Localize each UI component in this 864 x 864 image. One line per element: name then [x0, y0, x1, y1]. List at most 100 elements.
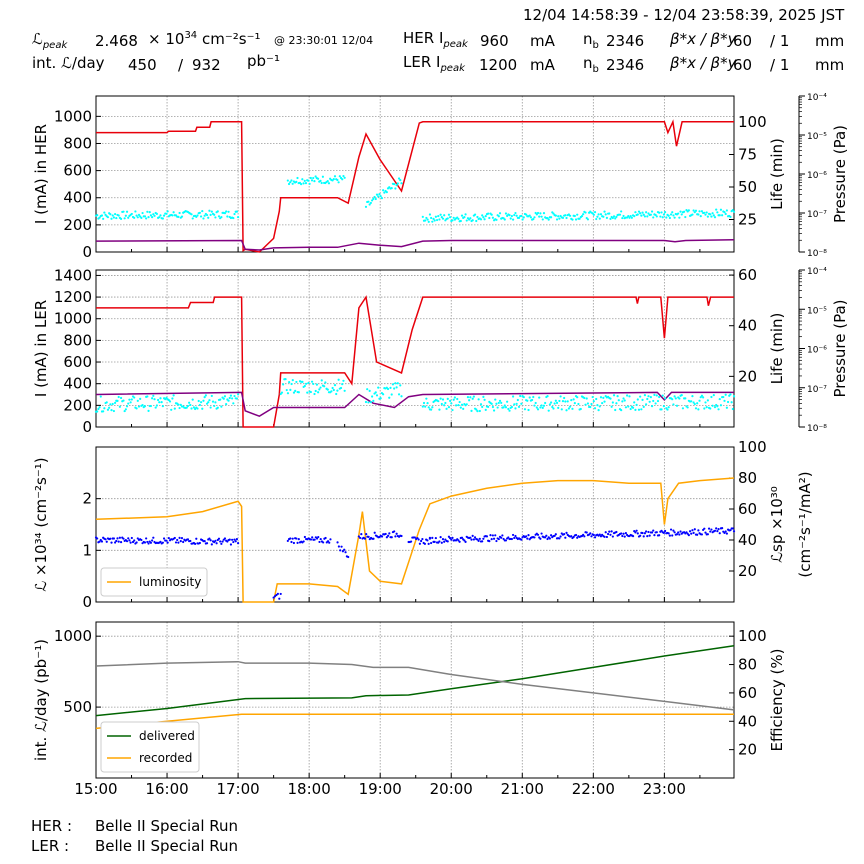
life-point — [633, 401, 636, 404]
life-point — [460, 403, 464, 406]
life-point — [584, 403, 587, 406]
life-point — [216, 210, 219, 213]
her-betay: / 1 — [770, 32, 790, 50]
life-point — [155, 404, 158, 407]
life-point — [430, 216, 433, 220]
life-point — [551, 405, 554, 409]
life-point — [633, 215, 636, 218]
life-point — [652, 216, 655, 219]
right-tick-label: 75 — [738, 146, 757, 164]
life-point — [691, 394, 694, 398]
life-point — [110, 217, 113, 220]
life-point — [621, 216, 624, 220]
life-point — [564, 400, 567, 403]
life-point — [691, 213, 694, 216]
life-point — [201, 209, 204, 213]
life-point — [641, 398, 644, 401]
specific-point — [296, 541, 299, 544]
specific-point — [344, 551, 347, 554]
ler-nb-n: n — [583, 54, 593, 72]
life-point — [645, 403, 648, 406]
life-point — [196, 214, 199, 217]
specific-point — [647, 530, 650, 534]
life-point — [450, 402, 453, 405]
life-point — [112, 216, 116, 219]
life-point — [615, 402, 618, 405]
life-point — [385, 191, 388, 194]
life-point — [576, 213, 579, 216]
life-point — [341, 382, 344, 386]
life-point — [491, 216, 494, 219]
specific-point — [460, 536, 464, 539]
life-point — [703, 211, 706, 214]
y-tick-label: 800 — [63, 134, 92, 152]
life-point — [314, 389, 317, 393]
specific-point — [173, 536, 176, 540]
life-point — [177, 403, 180, 406]
x-tick-label: 17:00 — [216, 780, 259, 798]
life-point — [149, 214, 153, 217]
life-point — [568, 405, 572, 408]
life-point — [692, 401, 695, 404]
specific-point — [679, 530, 682, 533]
life-point — [179, 403, 182, 406]
specific-point — [229, 543, 233, 546]
life-point — [724, 393, 727, 396]
life-point — [554, 399, 557, 402]
life-point — [679, 210, 682, 213]
life-point — [555, 401, 559, 404]
specific-point — [228, 538, 231, 541]
specific-point — [166, 541, 169, 544]
life-point — [646, 215, 649, 218]
life-point — [595, 217, 598, 221]
life-point — [590, 402, 593, 406]
life-point — [367, 401, 370, 404]
life-point — [553, 402, 556, 405]
life-point — [528, 396, 531, 399]
specific-point — [180, 537, 184, 540]
life-point — [422, 401, 426, 405]
life-point — [643, 215, 647, 218]
specific-point — [186, 538, 190, 541]
specific-point — [713, 529, 717, 532]
specific-point — [272, 596, 275, 599]
life-point — [561, 216, 565, 219]
life-point — [596, 215, 599, 218]
life-point — [367, 200, 370, 203]
life-point — [287, 182, 291, 186]
specific-point — [672, 529, 675, 532]
life-point — [697, 213, 700, 216]
specific-point — [706, 533, 709, 536]
life-point — [664, 397, 667, 400]
specific-point — [492, 537, 496, 540]
life-point — [487, 212, 490, 215]
life-point — [290, 382, 293, 386]
life-point — [522, 395, 525, 399]
life-point — [301, 380, 304, 383]
specific-point — [624, 532, 628, 535]
life-point — [337, 181, 340, 184]
life-point — [465, 403, 468, 406]
life-point — [100, 214, 104, 217]
specific-point — [236, 542, 240, 545]
specific-point — [696, 533, 699, 536]
life-point — [424, 219, 427, 222]
life-point — [440, 402, 443, 406]
her-nb-label: nb — [583, 30, 599, 51]
life-point — [476, 215, 479, 219]
specific-point — [592, 533, 595, 537]
life-point — [457, 217, 460, 221]
intl-unit: pb⁻¹ — [247, 52, 280, 70]
life-point — [103, 407, 106, 410]
life-point — [573, 401, 576, 405]
life-point — [290, 179, 293, 182]
life-point — [511, 395, 515, 398]
specific-point — [635, 529, 638, 532]
specific-point — [703, 527, 706, 530]
life-point — [394, 382, 397, 385]
specific-point — [623, 535, 626, 538]
life-point — [119, 217, 123, 220]
specific-point — [430, 541, 433, 545]
life-point — [216, 406, 219, 409]
life-point — [640, 214, 643, 217]
